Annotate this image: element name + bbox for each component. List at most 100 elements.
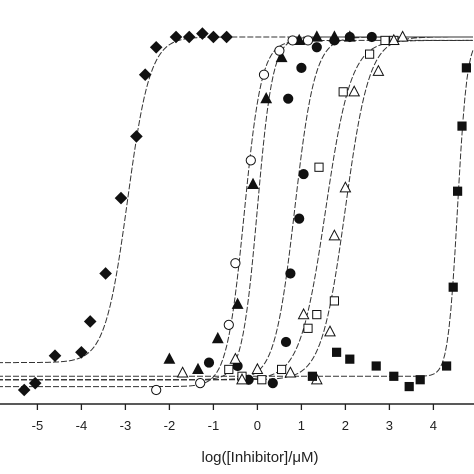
fit-curve-series-6 xyxy=(0,36,473,381)
x-tick-label: -1 xyxy=(208,418,220,433)
data-point-series-5 xyxy=(365,49,375,59)
data-point-series-6 xyxy=(339,181,352,193)
data-point-series-2 xyxy=(275,50,288,63)
data-point-series-7 xyxy=(389,371,399,381)
data-point-series-4 xyxy=(267,378,278,389)
data-point-series-4 xyxy=(283,93,294,104)
data-point-series-4 xyxy=(294,213,305,224)
data-point-series-7 xyxy=(371,361,381,371)
x-tick-label: -4 xyxy=(76,418,88,433)
data-point-series-3 xyxy=(195,378,206,389)
data-point-series-7 xyxy=(410,417,418,425)
data-point-series-7 xyxy=(461,63,471,73)
fit-curve-series-7 xyxy=(0,49,474,377)
x-axis-title: log([Inhibitor]/μM) xyxy=(201,449,318,466)
data-point-series-5 xyxy=(224,364,234,375)
data-point-series-5 xyxy=(314,162,324,172)
data-point-series-5 xyxy=(312,310,322,320)
x-tick-label: 2 xyxy=(342,418,349,433)
data-point-series-6 xyxy=(229,352,242,364)
data-point-series-7 xyxy=(415,375,425,385)
data-point-series-3 xyxy=(230,258,241,269)
data-point-series-6 xyxy=(176,366,189,378)
data-point-series-1 xyxy=(220,30,233,44)
fit-curve-series-3 xyxy=(0,39,473,388)
fit-curve-series-2 xyxy=(0,36,473,381)
data-point-series-7 xyxy=(453,186,463,196)
x-tick-label: 4 xyxy=(430,418,437,433)
data-point-series-2 xyxy=(247,177,259,189)
data-point-series-2 xyxy=(260,92,273,104)
data-point-series-6 xyxy=(396,30,409,42)
data-point-series-3 xyxy=(151,384,162,396)
data-point-series-7 xyxy=(457,121,467,131)
data-point-series-4 xyxy=(296,62,307,73)
data-point-series-1 xyxy=(130,130,143,143)
data-point-series-4 xyxy=(366,31,377,43)
data-point-series-2 xyxy=(231,297,244,309)
data-point-series-7 xyxy=(442,361,452,371)
data-point-series-1 xyxy=(83,315,97,328)
data-point-series-6 xyxy=(251,362,264,375)
data-point-series-6 xyxy=(324,325,336,337)
data-point-series-6 xyxy=(372,64,385,76)
data-point-series-5 xyxy=(329,296,339,306)
data-point-series-1 xyxy=(182,30,196,44)
data-point-series-7 xyxy=(332,347,342,357)
data-point-series-5 xyxy=(303,323,313,333)
data-point-series-7 xyxy=(448,282,458,292)
data-point-series-4 xyxy=(280,336,292,348)
data-point-series-4 xyxy=(311,42,322,53)
data-point-series-1 xyxy=(114,191,128,205)
data-point-series-1 xyxy=(28,376,42,390)
data-point-series-6 xyxy=(348,85,361,97)
data-point-series-2 xyxy=(211,331,224,344)
data-point-series-1 xyxy=(75,345,88,359)
data-point-series-5 xyxy=(338,87,348,97)
data-point-series-1 xyxy=(138,68,152,82)
data-point-series-6 xyxy=(284,366,297,378)
data-point-series-4 xyxy=(203,357,215,368)
data-point-series-4 xyxy=(298,168,309,180)
data-point-series-5 xyxy=(277,364,287,375)
x-tick-label: -3 xyxy=(120,418,132,433)
x-tick-label: -2 xyxy=(164,418,176,433)
fit-curves xyxy=(0,36,474,388)
fit-curve-series-4 xyxy=(0,36,473,381)
data-point-series-2 xyxy=(163,352,176,364)
x-tick-label: 1 xyxy=(298,418,305,433)
data-point-series-1 xyxy=(207,30,220,44)
x-tick-label: 3 xyxy=(386,418,393,433)
data-point-series-5 xyxy=(257,375,267,385)
data-point-series-6 xyxy=(236,373,248,385)
data-point-series-6 xyxy=(297,307,310,320)
data-point-series-7 xyxy=(345,354,355,364)
data-point-series-4 xyxy=(329,35,340,46)
data-markers xyxy=(17,27,471,425)
data-point-series-5 xyxy=(380,35,390,46)
data-point-series-3 xyxy=(287,35,298,46)
data-point-series-4 xyxy=(344,31,355,43)
data-point-series-6 xyxy=(328,229,341,241)
data-point-series-7 xyxy=(404,381,414,392)
data-point-series-3 xyxy=(258,69,270,80)
data-point-series-6 xyxy=(387,33,400,46)
data-point-series-1 xyxy=(149,40,163,54)
data-point-series-1 xyxy=(17,383,31,397)
data-point-series-3 xyxy=(302,35,314,46)
data-point-series-1 xyxy=(99,267,112,280)
data-point-series-7 xyxy=(307,371,317,381)
data-point-series-3 xyxy=(223,319,234,330)
data-point-series-2 xyxy=(310,30,323,42)
data-point-series-3 xyxy=(274,45,285,56)
fit-curve-series-1 xyxy=(0,36,473,364)
data-point-series-1 xyxy=(196,27,209,40)
fit-curve-series-5 xyxy=(0,39,473,381)
data-point-series-3 xyxy=(245,155,256,166)
data-point-series-1 xyxy=(169,30,183,44)
data-point-series-1 xyxy=(48,349,62,363)
x-tick-label: -5 xyxy=(32,418,44,433)
x-tick-label: 0 xyxy=(254,418,261,433)
